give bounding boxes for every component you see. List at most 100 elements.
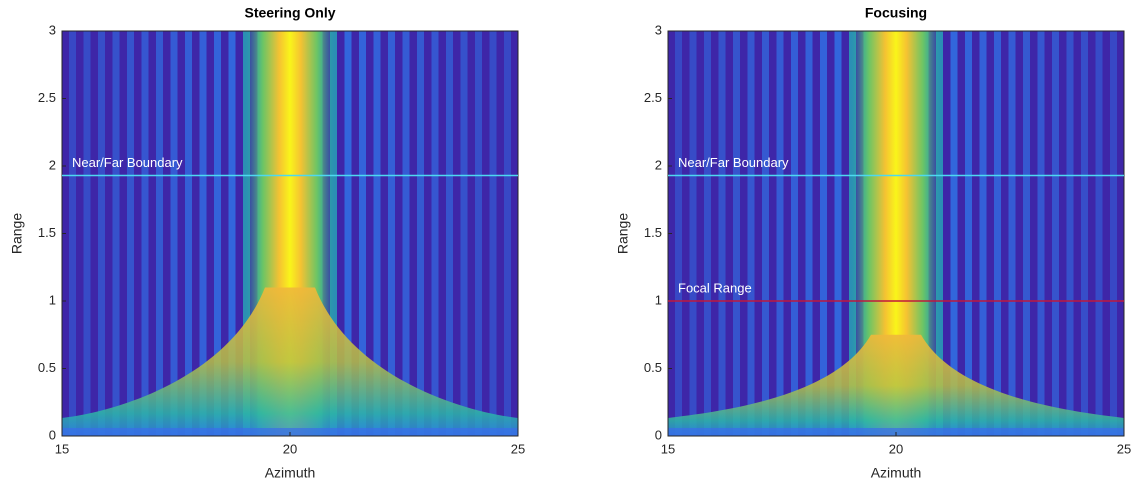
y-tick-label: 3 [49, 22, 56, 37]
y-tick-label: 1.5 [38, 225, 56, 240]
heatmap-stripe [1037, 31, 1045, 436]
heatmap-stripe [417, 31, 424, 436]
heatmap-stripe [1125, 31, 1132, 436]
heatmap-stripe [950, 31, 958, 436]
x-tick-label: 15 [55, 441, 69, 456]
heatmap-stripe [489, 31, 497, 436]
heatmap-stripe [820, 31, 827, 436]
heatmap-stripe [199, 31, 207, 436]
heatmap-stripe [446, 31, 453, 436]
heatmap-stripe [504, 31, 511, 436]
heatmap-stripe [733, 31, 740, 436]
heatmap-image [0, 31, 642, 436]
heatmap-stripe [588, 31, 595, 436]
heatmap-stripe [1052, 31, 1059, 436]
heatmap-stripe [762, 31, 769, 436]
y-tick-label: 1 [49, 292, 56, 307]
y-tick-label: 0.5 [38, 360, 56, 375]
heatmap-stripe [574, 31, 581, 436]
heatmap-stripe [994, 31, 1001, 436]
heatmap-stripe [214, 31, 221, 436]
heatmap-stripe [141, 31, 149, 436]
heatmap-stripe [533, 31, 540, 436]
heatmap-image [530, 31, 1132, 436]
heatmap-stripe [1081, 31, 1088, 436]
y-axis-label: Range [615, 213, 631, 254]
heatmap-stripe [689, 31, 697, 436]
x-axis-label: Azimuth [871, 465, 922, 481]
chart-title: Steering Only [244, 5, 335, 21]
heatmap-stripe [632, 31, 639, 436]
heatmap-stripe [545, 31, 552, 436]
heatmap-stripe [1110, 31, 1117, 436]
y-tick-label: 0.5 [644, 360, 662, 375]
heatmap-stripe [112, 31, 120, 436]
heatmap-stripe [98, 31, 105, 436]
heatmap-stripe [431, 31, 439, 436]
y-tick-label: 0 [655, 427, 662, 442]
heatmap-stripe [0, 31, 4, 436]
heatmap-stripe [1095, 31, 1103, 436]
heatmap-stripe [603, 31, 610, 436]
heatmap-stripe [776, 31, 784, 436]
x-tick-label: 25 [1117, 441, 1131, 456]
heatmap-stripe [747, 31, 755, 436]
y-tick-label: 2 [49, 157, 56, 172]
y-axis-label: Range [9, 213, 25, 254]
heatmap-stripe [228, 31, 236, 436]
heatmap-stripe [83, 31, 91, 436]
heatmap-stripe [1023, 31, 1030, 436]
heatmap-stripe [127, 31, 134, 436]
y-tick-label: 3 [655, 22, 662, 37]
x-axis-label: Azimuth [265, 465, 316, 481]
heatmap-stripe [185, 31, 192, 436]
heatmap-stripe [1008, 31, 1016, 436]
heatmap-stripe [791, 31, 798, 436]
reference-label: Focal Range [678, 280, 752, 295]
reference-label: Near/Far Boundary [72, 155, 183, 170]
heatmap-stripe [519, 31, 526, 436]
heatmap-stripe [591, 31, 598, 436]
heatmap-stripe [402, 31, 410, 436]
y-tick-label: 1.5 [644, 225, 662, 240]
y-tick-label: 0 [49, 427, 56, 442]
heatmap-stripe [475, 31, 482, 436]
heatmap-stripe [530, 31, 537, 436]
heatmap-fan [668, 334, 1124, 436]
heatmap-stripe [718, 31, 726, 436]
y-tick-label: 1 [655, 292, 662, 307]
y-tick-label: 2.5 [644, 90, 662, 105]
x-tick-label: 20 [889, 441, 903, 456]
heatmap-fan [62, 287, 518, 436]
heatmap-stripe [675, 31, 682, 436]
heatmap-stripe [559, 31, 566, 436]
heatmap-stripe [359, 31, 366, 436]
heatmap-stripe [606, 31, 613, 436]
heatmap-stripe [460, 31, 468, 436]
heatmap-stripe [344, 31, 352, 436]
x-tick-label: 25 [511, 441, 525, 456]
x-tick-label: 15 [661, 441, 675, 456]
heatmap-stripe [373, 31, 381, 436]
heatmap-stripe [170, 31, 178, 436]
heatmap-stripe [548, 31, 555, 436]
heatmap-stripe [805, 31, 813, 436]
heatmap-stripe [704, 31, 711, 436]
heatmap-stripe [1066, 31, 1074, 436]
heatmap-stripe [26, 31, 33, 436]
chart-title: Focusing [865, 5, 927, 21]
heatmap-stripe [635, 31, 642, 436]
heatmap-stripe [834, 31, 842, 436]
heatmap-stripe [577, 31, 584, 436]
heatmap-stripe [979, 31, 987, 436]
y-tick-label: 2.5 [38, 90, 56, 105]
y-tick-label: 2 [655, 157, 662, 172]
heatmap-stripe [69, 31, 76, 436]
heatmap-stripe [156, 31, 163, 436]
heatmap-stripe [965, 31, 972, 436]
heatmap-stripe [388, 31, 395, 436]
heatmap-stripe [562, 31, 569, 436]
reference-label: Near/Far Boundary [678, 155, 789, 170]
x-tick-label: 20 [283, 441, 297, 456]
